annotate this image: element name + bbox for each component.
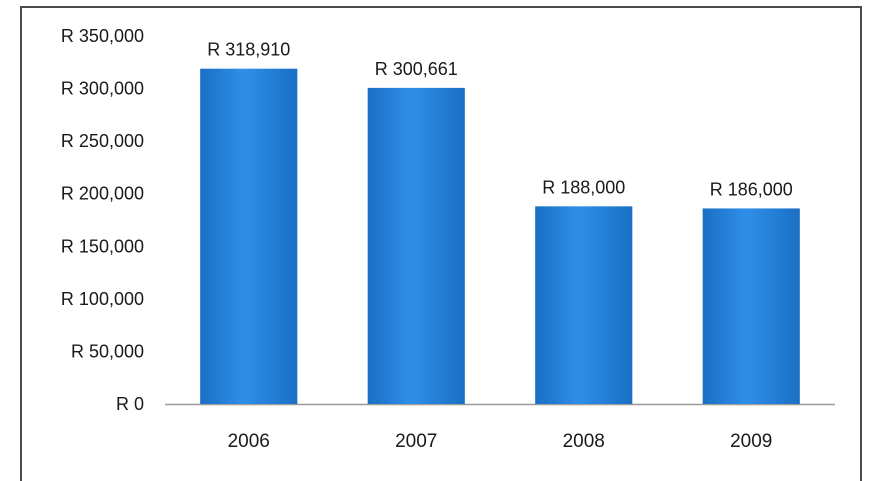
x-tick-label: 2009	[730, 431, 772, 452]
y-tick-label: R 50,000	[71, 341, 144, 361]
y-tick-label: R 350,000	[61, 26, 144, 46]
x-axis-tick-labels: 2006 2007 2008 2009	[228, 431, 773, 452]
bar-2008	[535, 206, 633, 404]
y-tick-label: R 250,000	[61, 131, 144, 151]
bar-2009	[702, 208, 800, 404]
bar-2007	[367, 87, 465, 404]
x-tick-label: 2006	[228, 431, 270, 452]
x-tick-label: 2007	[395, 431, 437, 452]
y-tick-label: R 300,000	[61, 79, 144, 99]
y-tick-label: R 150,000	[61, 236, 144, 256]
data-label-2007: R 300,661	[375, 59, 458, 79]
chart-frame	[20, 6, 862, 481]
x-tick-label: 2008	[563, 431, 605, 452]
y-tick-label: R 0	[116, 394, 144, 414]
data-labels: R 318,910 R 300,661 R 188,000 R 186,000	[207, 40, 793, 200]
data-label-2008: R 188,000	[542, 177, 625, 197]
y-tick-label: R 200,000	[61, 184, 144, 204]
data-label-2009: R 186,000	[710, 179, 793, 199]
bars	[200, 68, 800, 405]
bar-2006	[200, 68, 298, 405]
data-label-2006: R 318,910	[207, 40, 290, 60]
y-tick-label: R 100,000	[61, 289, 144, 309]
y-axis-tick-labels: R 0 R 50,000 R 100,000 R 150,000 R 200,000 R …	[61, 26, 144, 414]
